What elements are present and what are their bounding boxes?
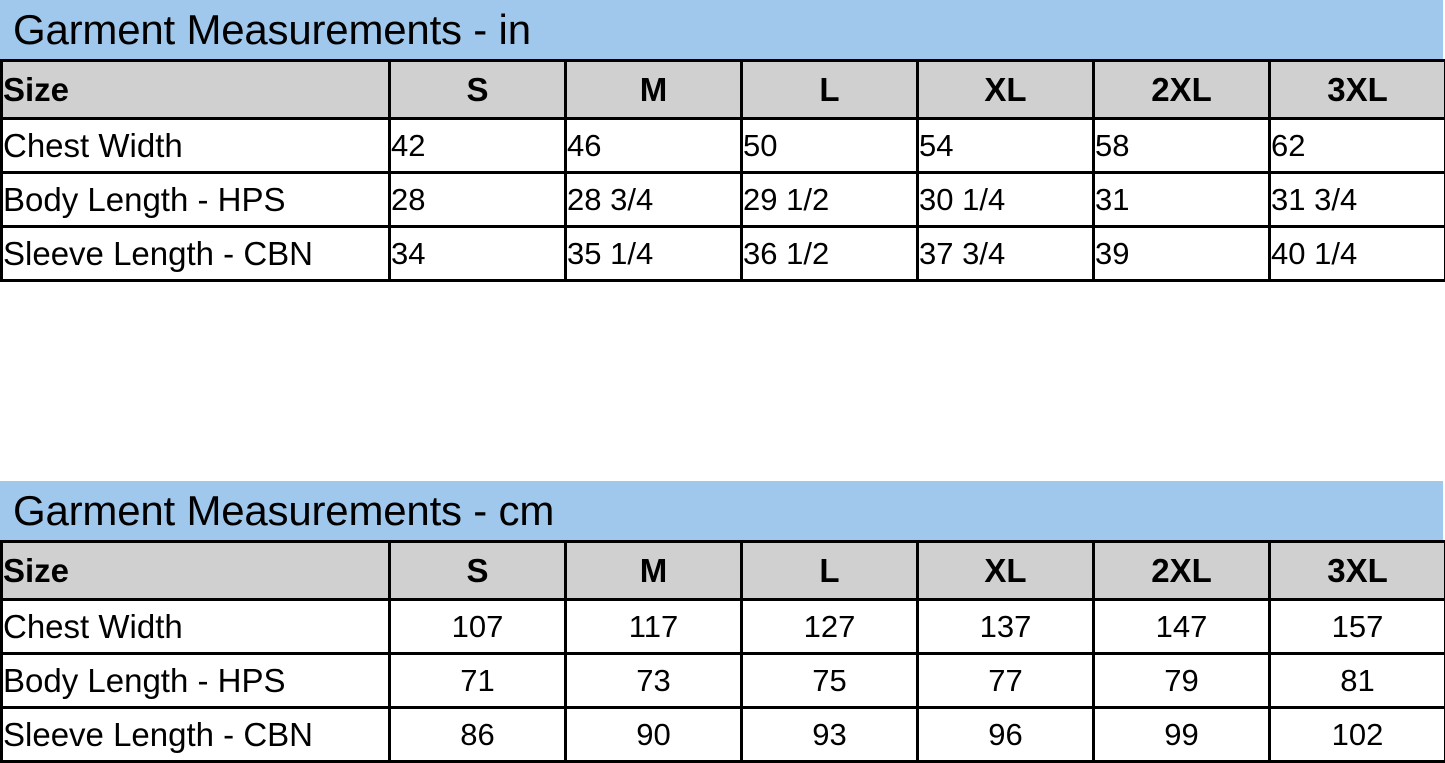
column-header-size-cm: Size [2,542,390,600]
cell-body-length-3xl-cm: 81 [1270,654,1445,708]
cell-body-length-l-cm: 75 [742,654,918,708]
cell-chest-width-2xl-inches: 58 [1094,119,1270,173]
column-header-3xl-cm: 3XL [1270,542,1445,600]
row-label-chest-width-inches: Chest Width [2,119,390,173]
measurement-table-block-inches: Garment Measurements - in Size S M L XL … [0,0,1445,282]
column-header-3xl-inches: 3XL [1270,61,1445,119]
row-label-chest-width-cm: Chest Width [2,600,390,654]
column-header-xl-inches: XL [918,61,1094,119]
cell-sleeve-length-m-cm: 90 [566,708,742,762]
table-row: Chest Width 42 46 50 54 58 62 [2,119,1445,173]
cell-sleeve-length-s-cm: 86 [390,708,566,762]
cell-sleeve-length-xl-inches: 37 3/4 [918,227,1094,281]
column-header-s-cm: S [390,542,566,600]
table-row: Body Length - HPS 71 73 75 77 79 81 [2,654,1445,708]
column-header-2xl-cm: 2XL [1094,542,1270,600]
cell-sleeve-length-xl-cm: 96 [918,708,1094,762]
table-title-inches: Garment Measurements - in [13,9,531,51]
cell-sleeve-length-3xl-inches: 40 1/4 [1270,227,1445,281]
table-row: Sleeve Length - CBN 86 90 93 96 99 102 [2,708,1445,762]
table-header-row-inches: Size S M L XL 2XL 3XL [2,61,1445,119]
table-title-cm: Garment Measurements - cm [13,490,554,532]
row-label-sleeve-length-inches: Sleeve Length - CBN [2,227,390,281]
cell-sleeve-length-l-cm: 93 [742,708,918,762]
cell-chest-width-s-inches: 42 [390,119,566,173]
cell-body-length-s-inches: 28 [390,173,566,227]
cell-body-length-2xl-inches: 31 [1094,173,1270,227]
column-header-2xl-inches: 2XL [1094,61,1270,119]
cell-chest-width-3xl-cm: 157 [1270,600,1445,654]
cell-chest-width-m-cm: 117 [566,600,742,654]
column-header-l-inches: L [742,61,918,119]
cell-body-length-3xl-inches: 31 3/4 [1270,173,1445,227]
column-header-m-cm: M [566,542,742,600]
column-header-m-inches: M [566,61,742,119]
table-row: Sleeve Length - CBN 34 35 1/4 36 1/2 37 … [2,227,1445,281]
table-header-row-cm: Size S M L XL 2XL 3XL [2,542,1445,600]
cell-chest-width-s-cm: 107 [390,600,566,654]
cell-chest-width-xl-inches: 54 [918,119,1094,173]
row-label-body-length-cm: Body Length - HPS [2,654,390,708]
table-title-banner-cm: Garment Measurements - cm [0,481,1443,540]
size-table-inches: Size S M L XL 2XL 3XL Chest Width 42 46 … [0,59,1445,282]
cell-sleeve-length-m-inches: 35 1/4 [566,227,742,281]
cell-chest-width-m-inches: 46 [566,119,742,173]
column-header-xl-cm: XL [918,542,1094,600]
cell-sleeve-length-2xl-cm: 99 [1094,708,1270,762]
cell-body-length-xl-cm: 77 [918,654,1094,708]
row-label-body-length-inches: Body Length - HPS [2,173,390,227]
cell-body-length-2xl-cm: 79 [1094,654,1270,708]
cell-body-length-m-cm: 73 [566,654,742,708]
cell-chest-width-l-cm: 127 [742,600,918,654]
cell-sleeve-length-2xl-inches: 39 [1094,227,1270,281]
cell-sleeve-length-s-inches: 34 [390,227,566,281]
cell-body-length-m-inches: 28 3/4 [566,173,742,227]
cell-chest-width-3xl-inches: 62 [1270,119,1445,173]
cell-body-length-xl-inches: 30 1/4 [918,173,1094,227]
cell-chest-width-l-inches: 50 [742,119,918,173]
size-table-cm: Size S M L XL 2XL 3XL Chest Width 107 11… [0,540,1445,763]
cell-body-length-s-cm: 71 [390,654,566,708]
column-header-size-inches: Size [2,61,390,119]
measurement-table-block-cm: Garment Measurements - cm Size S M L XL … [0,481,1445,763]
cell-body-length-l-inches: 29 1/2 [742,173,918,227]
cell-sleeve-length-l-inches: 36 1/2 [742,227,918,281]
cell-chest-width-2xl-cm: 147 [1094,600,1270,654]
row-label-sleeve-length-cm: Sleeve Length - CBN [2,708,390,762]
column-header-l-cm: L [742,542,918,600]
table-row: Body Length - HPS 28 28 3/4 29 1/2 30 1/… [2,173,1445,227]
cell-sleeve-length-3xl-cm: 102 [1270,708,1445,762]
table-row: Chest Width 107 117 127 137 147 157 [2,600,1445,654]
column-header-s-inches: S [390,61,566,119]
table-title-banner-inches: Garment Measurements - in [0,0,1443,59]
cell-chest-width-xl-cm: 137 [918,600,1094,654]
